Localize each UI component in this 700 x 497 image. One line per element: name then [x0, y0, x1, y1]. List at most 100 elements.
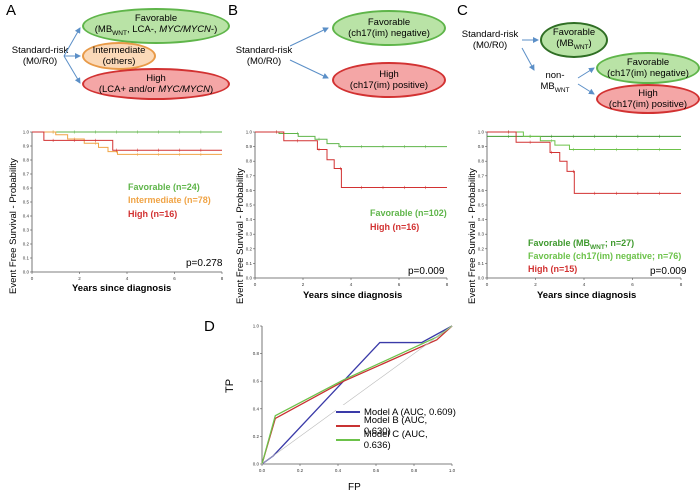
- y-tick-label: 0.6: [23, 186, 30, 191]
- y-tick-label: 0.9: [478, 144, 485, 149]
- roc-legend: Model A (AUC, 0.609) Model B (AUC, 0.630…: [336, 405, 456, 453]
- y-tick-label: 0.8: [478, 159, 485, 164]
- y-tick-label: 0.1: [478, 261, 485, 266]
- high-node-b: High (ch17(im) positive): [332, 62, 446, 98]
- y-tick-label: 0.1: [23, 256, 30, 261]
- y-tick-label: 0.8: [246, 159, 253, 164]
- y-tick-label: 1.0: [23, 130, 30, 135]
- legend-model-c: Model C (AUC, 0.636): [336, 429, 456, 451]
- y-tick-label: 0.0: [478, 276, 485, 281]
- x-axis-label-c: Years since diagnosis: [537, 290, 637, 301]
- y-tick-label: 0.2: [253, 434, 260, 439]
- standard-risk-label-a: Standard-risk (M0/R0): [2, 45, 78, 67]
- legend-favorable-b: Favorable (n=102): [370, 208, 447, 218]
- series-line-c-1: [487, 131, 681, 151]
- y-tick-label: 0.0: [23, 270, 30, 275]
- favorable-node-a: Favorable (MBWNT, LCA-, MYC/MYCN-): [82, 8, 230, 44]
- node-title: Favorable: [626, 57, 670, 68]
- x-tick-label: 4: [126, 276, 129, 281]
- x-tick-label: 4: [350, 282, 353, 287]
- legend-text: Model B (AUC, 0.630): [363, 415, 428, 437]
- y-tick-label: 0.3: [478, 232, 485, 237]
- node-detail: (ch17(im) negative): [348, 28, 430, 39]
- y-tick-label: 0.3: [246, 232, 253, 237]
- x-tick-label: 8: [680, 282, 683, 287]
- x-tick-label: 0.8: [411, 468, 418, 473]
- favorable-node-c: Favorable (ch17(im) negative): [596, 52, 700, 84]
- y-axis-label-d: TP: [224, 378, 236, 393]
- y-tick-label: 1.0: [478, 130, 485, 135]
- panel-letter-c: C: [457, 2, 468, 19]
- node-title: High: [146, 73, 166, 84]
- y-axis-label-c: Event Free Survival - Probability: [467, 168, 478, 304]
- x-tick-label: 2: [78, 276, 81, 281]
- legend-high-c: High (n=15): [528, 264, 578, 274]
- y-tick-label: 0.8: [253, 351, 260, 356]
- node-detail: (ch17(im) negative): [607, 68, 689, 79]
- legend-text: Model A (AUC, 0.609): [364, 406, 456, 418]
- y-tick-label: 0.6: [253, 379, 260, 384]
- legend-swatch: [336, 439, 360, 441]
- x-tick-label: 0.0: [259, 468, 266, 473]
- standard-risk-label-c: Standard-risk (M0/R0): [452, 29, 528, 51]
- node-detail: (ch17(im) positive): [349, 80, 429, 91]
- x-tick-label: 0.4: [335, 468, 342, 473]
- x-tick-label: 0.6: [373, 468, 380, 473]
- y-tick-label: 0.4: [253, 406, 260, 411]
- node-title: High: [638, 88, 658, 99]
- y-tick-label: 0.7: [246, 173, 253, 178]
- y-tick-label: 0.3: [23, 228, 30, 233]
- root-line-1: Standard-risk: [235, 45, 293, 56]
- p-value-b: p=0.009: [408, 266, 445, 277]
- favorable-wnt-node-c: Favorable (MBWNT): [540, 22, 608, 58]
- x-axis-label-a: Years since diagnosis: [72, 283, 172, 294]
- high-node-c: High (ch17(im) positive): [596, 84, 700, 114]
- node-title: Favorable: [552, 27, 596, 39]
- x-tick-label: 0: [254, 282, 257, 287]
- favorable-node-b: Favorable (ch17(im) negative): [332, 10, 446, 46]
- x-axis-label-d: FP: [348, 482, 361, 493]
- panel-letter-b: B: [228, 2, 239, 19]
- y-tick-label: 1.0: [246, 130, 253, 135]
- axes-b: 0 2 4 6 8 0.0 0.1 0.2 0.3 0.4 0.5 0.6 0.7 0.8 0.9 1.0: [246, 130, 449, 288]
- root-line-2: (M0/R0): [246, 56, 282, 67]
- panel-letter-a: A: [6, 2, 17, 19]
- series-line-b-1: [255, 131, 447, 188]
- p-value-c: p=0.009: [650, 266, 687, 277]
- node-title: High: [379, 69, 399, 80]
- y-tick-label: 1.0: [253, 324, 260, 329]
- intermediate-node-a: Intermediate (others): [82, 42, 156, 70]
- x-tick-label: 6: [631, 282, 634, 287]
- y-tick-label: 0.9: [23, 144, 30, 149]
- y-tick-label: 0.0: [253, 462, 260, 467]
- node-detail: (LCA+ and/or MYC/MYCN): [98, 84, 214, 95]
- legend-intermediate-a: Intermediate (n=78): [128, 195, 211, 205]
- tree-arrows-a: [63, 27, 81, 84]
- y-axis-label-b: Event Free Survival - Probability: [235, 168, 246, 304]
- y-tick-label: 0.2: [246, 246, 253, 251]
- node-detail: (MBWNT, LCA-, MYC/MYCN-): [94, 24, 218, 37]
- node-detail: (others): [102, 56, 136, 67]
- series-line-a-1: [32, 131, 222, 155]
- root-line-1: Standard-risk: [11, 45, 69, 56]
- x-tick-label: 0: [486, 282, 489, 287]
- y-tick-label: 0.1: [246, 261, 253, 266]
- y-tick-label: 0.9: [246, 144, 253, 149]
- legend-text: Model C (AUC, 0.636): [363, 429, 428, 451]
- x-tick-label: 0: [31, 276, 34, 281]
- legend-swatch: [336, 425, 360, 427]
- km-plot-a: 0 2 4 6 8 0.0 0.1 0.2 0.3 0.4 0.5 0.6 0.7 0.8 0.9 1.0: [23, 130, 224, 282]
- node-title: Favorable: [134, 13, 178, 25]
- x-tick-label: 6: [173, 276, 176, 281]
- high-node-a: High (LCA+ and/or MYC/MYCN): [82, 68, 230, 100]
- root-line-2: (M0/R0): [22, 56, 58, 67]
- x-tick-label: 8: [221, 276, 224, 281]
- y-tick-label: 0.6: [246, 188, 253, 193]
- axes-c: 0 2 4 6 8 0.0 0.1 0.2 0.3 0.4 0.5 0.6 0.7 0.8 0.9 1.0: [478, 130, 683, 288]
- y-tick-label: 0.4: [246, 217, 253, 222]
- non-wnt-main: MBWNT: [540, 81, 570, 94]
- node-detail: (MBWNT): [556, 38, 592, 51]
- node-title: Intermediate: [92, 45, 146, 56]
- km-plot-c: 0 2 4 6 8 0.0 0.1 0.2 0.3 0.4 0.5 0.6 0.7 0.8 0.9 1.0: [478, 130, 683, 288]
- panel-letter-d: D: [204, 318, 215, 335]
